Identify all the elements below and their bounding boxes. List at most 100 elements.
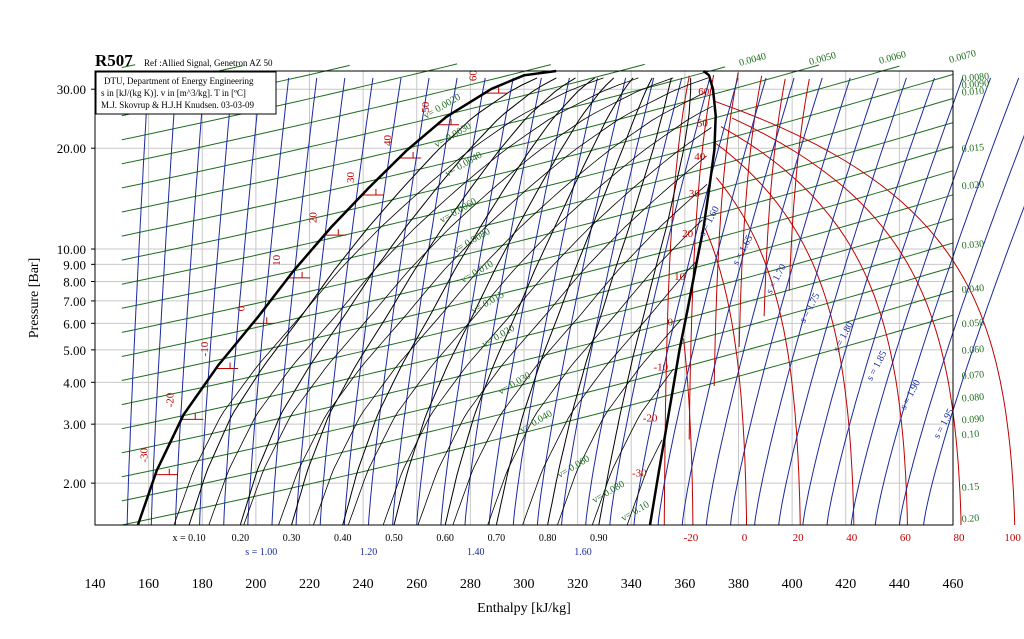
temperature-label: 20 xyxy=(682,228,694,240)
quality-line xyxy=(393,77,615,526)
x-axis-label: Enthalpy [kJ/kg] xyxy=(477,601,571,616)
quality-label: 0.70 xyxy=(488,533,506,544)
y-tick-label: 30.00 xyxy=(57,82,86,97)
isochore-line xyxy=(121,266,954,478)
volume-label: 0.0060 xyxy=(878,49,907,67)
isochore-line xyxy=(121,73,954,285)
temperature-bottom-label: 60 xyxy=(900,532,912,544)
temperature-label: 30 xyxy=(689,188,701,200)
volume-label: 0.0050 xyxy=(808,50,837,68)
quality-line xyxy=(487,219,703,526)
temperature-bottom-label: 100 xyxy=(1004,532,1021,544)
isentrope-line xyxy=(585,77,683,526)
isotherm-line xyxy=(688,74,715,440)
quality-line xyxy=(342,77,596,526)
volume-label: v= 0.0060 xyxy=(438,196,479,226)
quality-label: 0.80 xyxy=(539,533,557,544)
temperature-bottom-label: 40 xyxy=(846,532,858,544)
volume-label: 0.0070 xyxy=(948,48,977,66)
isentrope-line xyxy=(826,77,964,526)
temperature-label: 60 xyxy=(468,70,480,82)
quality-label: 0.30 xyxy=(283,533,301,544)
volume-label: v= 0.060 xyxy=(556,453,592,480)
volume-label: 0.040 xyxy=(961,283,984,296)
entropy-label: 1.40 xyxy=(467,547,485,558)
info-line-3: M.J. Skovrup & H.J.H Knudsen. 03-03-09 xyxy=(101,100,255,110)
y-tick-label: 2.00 xyxy=(63,476,86,491)
volume-label: 0.080 xyxy=(961,392,984,405)
x-tick-label: 440 xyxy=(889,577,910,592)
isentrope-line xyxy=(247,77,290,526)
temperature-label: 30 xyxy=(345,171,357,183)
volume-label: 0.070 xyxy=(961,369,984,382)
isotherm-line xyxy=(714,100,1016,526)
temperature-label: 50 xyxy=(697,118,709,130)
temperature-label: 60 xyxy=(698,86,710,98)
quality-label: 0.40 xyxy=(334,533,352,544)
temperature-bottom-label: -20 xyxy=(684,532,699,544)
isochore-line xyxy=(121,146,954,357)
isochore-line xyxy=(121,98,954,309)
isotherm-line xyxy=(788,78,810,291)
volume-label: 0.050 xyxy=(961,317,984,330)
quality-line xyxy=(278,77,709,526)
isentrope-line xyxy=(730,77,851,526)
quality-label: x = 0.10 xyxy=(173,533,206,544)
volume-label: 0.0040 xyxy=(738,51,767,69)
isochore-line xyxy=(121,194,954,406)
temperature-label: 10 xyxy=(271,254,283,266)
temperature-label: -20 xyxy=(643,412,658,424)
isochore-line xyxy=(121,63,458,141)
isentrope-line xyxy=(561,77,655,526)
x-tick-label: 140 xyxy=(85,577,106,592)
volume-label: v= 0.0080 xyxy=(451,226,492,256)
temperature-bottom-label: 0 xyxy=(742,532,748,544)
isochore-line xyxy=(121,314,954,526)
entropy-label: s = 1.90 xyxy=(898,378,923,411)
isentrope-line xyxy=(705,77,823,526)
isentrope-line xyxy=(126,77,149,526)
quality-label: 0.60 xyxy=(436,533,454,544)
isentrope-line xyxy=(368,77,430,526)
quality-line xyxy=(313,91,706,526)
temperature-label: 40 xyxy=(382,134,394,146)
isentrope-line xyxy=(657,77,767,526)
isentrope-lines xyxy=(126,77,1024,526)
temperature-label: -20 xyxy=(164,392,176,407)
quality-label: 0.20 xyxy=(232,533,250,544)
y-axis-label: Pressure [Bar] xyxy=(27,258,42,338)
quality-line xyxy=(626,439,663,526)
isochore-lines xyxy=(121,63,954,526)
isentrope-line xyxy=(681,77,795,526)
isotherm-line xyxy=(683,338,694,526)
isentrope-line xyxy=(898,134,1024,526)
entropy-label: s = 1.85 xyxy=(865,349,890,382)
entropy-label: 1.60 xyxy=(574,547,592,558)
quality-line xyxy=(417,155,707,526)
x-tick-label: 300 xyxy=(514,577,535,592)
chart-reference: Ref :Allied Signal, Genetron AZ 50 xyxy=(144,58,273,68)
entropy-label: s = 1.00 xyxy=(245,547,277,558)
isentrope-line xyxy=(850,77,992,526)
isentrope-line xyxy=(271,77,318,526)
isotherm-lines xyxy=(155,72,1016,526)
isochore-line xyxy=(121,218,954,430)
x-tick-label: 180 xyxy=(192,577,213,592)
temperature-label: -30 xyxy=(138,448,150,463)
x-tick-label: 260 xyxy=(406,577,427,592)
saturation-curve xyxy=(136,69,717,526)
isentrope-line xyxy=(464,77,542,526)
quality-line xyxy=(591,368,674,526)
quality-line xyxy=(188,77,538,526)
isentrope-line xyxy=(295,77,346,526)
quality-line xyxy=(291,77,576,526)
volume-label: 0.060 xyxy=(961,344,984,357)
quality-label: 0.50 xyxy=(385,533,403,544)
y-tick-label: 6.00 xyxy=(63,316,86,331)
isentrope-line xyxy=(874,77,1020,526)
isotherm-line xyxy=(738,75,763,348)
isentrope-line xyxy=(802,77,935,526)
info-box: DTU, Department of Energy Engineering s … xyxy=(95,71,277,115)
